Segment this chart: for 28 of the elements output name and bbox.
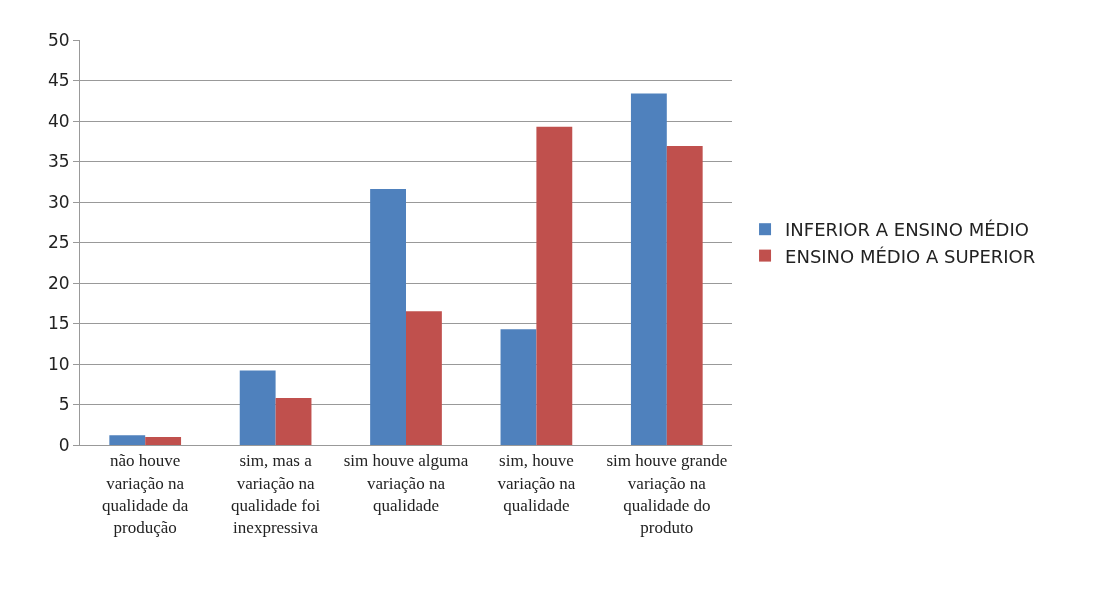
bar	[275, 398, 312, 445]
bar	[239, 370, 276, 445]
bar	[630, 93, 667, 445]
bar	[370, 189, 406, 445]
bar	[109, 435, 146, 445]
bar	[536, 126, 573, 445]
x-tick-label: não houve variação na qualidade da produção	[102, 451, 189, 537]
x-tick-label: sim, houve variação na qualidade	[497, 451, 576, 515]
x-tick-label: sim houve grande variação na qualidade do produto	[606, 451, 728, 537]
y-tick-label: 20	[47, 272, 70, 293]
y-tick-label: 15	[47, 313, 70, 334]
y-tick-label: 50	[47, 29, 70, 50]
bar	[406, 311, 442, 445]
y-tick-label: 10	[47, 353, 70, 374]
bar	[666, 146, 703, 445]
x-tick-label: sim houve alguma variação na qualidade	[343, 451, 469, 515]
y-tick-label: 40	[47, 110, 70, 131]
y-tick-label: 0	[58, 434, 70, 455]
y-tick-label: 35	[47, 151, 70, 172]
y-tick-label: 45	[47, 70, 70, 91]
y-tick-label: 25	[47, 232, 70, 253]
y-tick-label: 30	[47, 191, 70, 212]
x-tick-label: sim, mas a variação na qualidade foi inexpressiva	[230, 451, 321, 537]
bar	[500, 329, 537, 445]
legend-label: INFERIOR A ENSINO MÉDIO	[785, 219, 1029, 241]
bar	[145, 436, 182, 445]
legend-label: ENSINO MÉDIO A SUPERIOR	[785, 245, 1036, 267]
y-tick-label: 5	[58, 394, 70, 415]
